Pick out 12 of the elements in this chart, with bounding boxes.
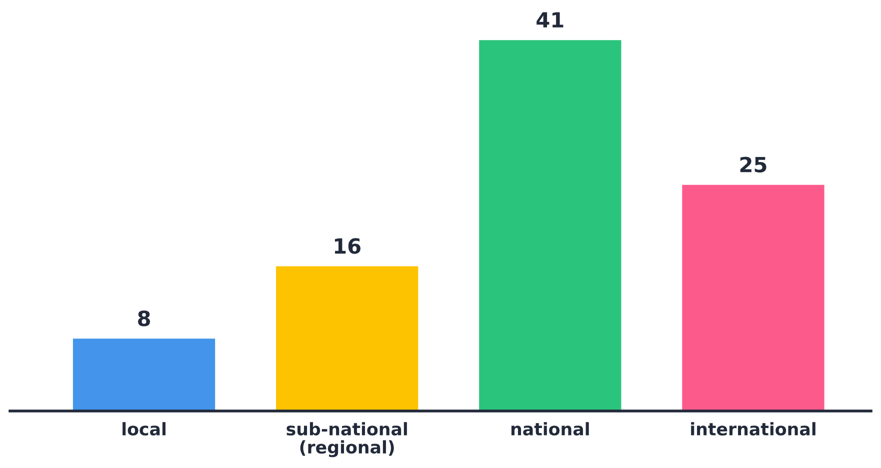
bar [479,40,622,411]
x-tick-label: national [511,422,589,436]
bar [276,266,418,411]
x-tick-label: sub-national (regional) [286,422,407,458]
data-label: 8 [138,310,150,326]
data-label: 25 [740,156,766,172]
data-label: 16 [334,238,360,254]
x-tick-label: international [691,422,816,436]
x-tick-label: local [122,422,166,436]
bar [682,184,824,411]
data-label: 41 [536,12,564,28]
bar [72,338,216,411]
